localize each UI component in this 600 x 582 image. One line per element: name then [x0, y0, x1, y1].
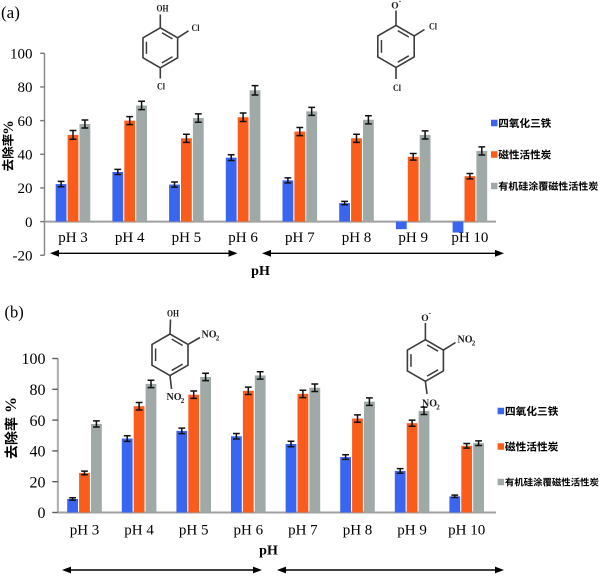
svg-text:80: 80	[18, 80, 33, 96]
svg-text:(b): (b)	[5, 303, 24, 322]
svg-text:OH: OH	[167, 310, 179, 320]
svg-text:40: 40	[18, 147, 33, 163]
svg-text:pH 9: pH 9	[398, 230, 428, 246]
svg-text:-: -	[428, 309, 431, 318]
svg-text:2: 2	[472, 340, 476, 348]
svg-text:2: 2	[181, 397, 185, 405]
svg-text:0: 0	[25, 215, 33, 231]
svg-text:40: 40	[30, 444, 46, 461]
svg-text:100: 100	[10, 46, 33, 62]
svg-text:O: O	[391, 2, 398, 12]
svg-text:Cl: Cl	[192, 24, 200, 34]
svg-text:pH 6: pH 6	[228, 230, 258, 246]
svg-text:NO: NO	[422, 399, 437, 410]
svg-text:pH 3: pH 3	[58, 230, 88, 246]
svg-text:80: 80	[30, 382, 46, 399]
svg-text:Cl: Cl	[157, 83, 165, 93]
svg-text:100: 100	[22, 351, 46, 368]
svg-text:2: 2	[216, 335, 220, 343]
svg-text:NO: NO	[167, 392, 182, 403]
svg-text:20: 20	[18, 181, 33, 197]
svg-text:%: %	[1, 120, 17, 135]
svg-text:pH 9: pH 9	[397, 523, 427, 539]
svg-text:pH 3: pH 3	[70, 523, 100, 539]
svg-text:NO: NO	[458, 335, 473, 346]
svg-text:(a): (a)	[1, 3, 20, 22]
svg-text:pH 7: pH 7	[288, 523, 318, 539]
svg-text:%: %	[3, 397, 20, 413]
svg-text:pH 10: pH 10	[451, 230, 488, 246]
svg-text:pH 8: pH 8	[343, 523, 373, 539]
svg-text:pH 7: pH 7	[285, 230, 315, 246]
svg-text:-20: -20	[13, 248, 33, 264]
svg-text:pH 6: pH 6	[234, 523, 264, 539]
svg-text:pH: pH	[259, 544, 278, 559]
svg-text:OH: OH	[157, 5, 169, 15]
svg-text:pH 5: pH 5	[179, 523, 209, 539]
svg-text:pH 10: pH 10	[448, 523, 485, 539]
svg-text:2: 2	[436, 404, 440, 412]
svg-text:pH 8: pH 8	[342, 230, 372, 246]
svg-text:pH 4: pH 4	[115, 230, 145, 246]
svg-text:pH 4: pH 4	[124, 523, 154, 539]
svg-text:NO: NO	[202, 330, 217, 341]
svg-text:O: O	[421, 314, 428, 324]
svg-text:Cl: Cl	[393, 84, 401, 94]
svg-text:60: 60	[18, 114, 33, 130]
svg-text:20: 20	[30, 474, 46, 491]
svg-text:Cl: Cl	[429, 23, 437, 33]
svg-text:-: -	[398, 0, 401, 6]
svg-text:60: 60	[30, 413, 46, 430]
svg-text:pH 5: pH 5	[172, 230, 202, 246]
svg-text:0: 0	[38, 505, 46, 522]
svg-text:pH: pH	[251, 264, 270, 279]
